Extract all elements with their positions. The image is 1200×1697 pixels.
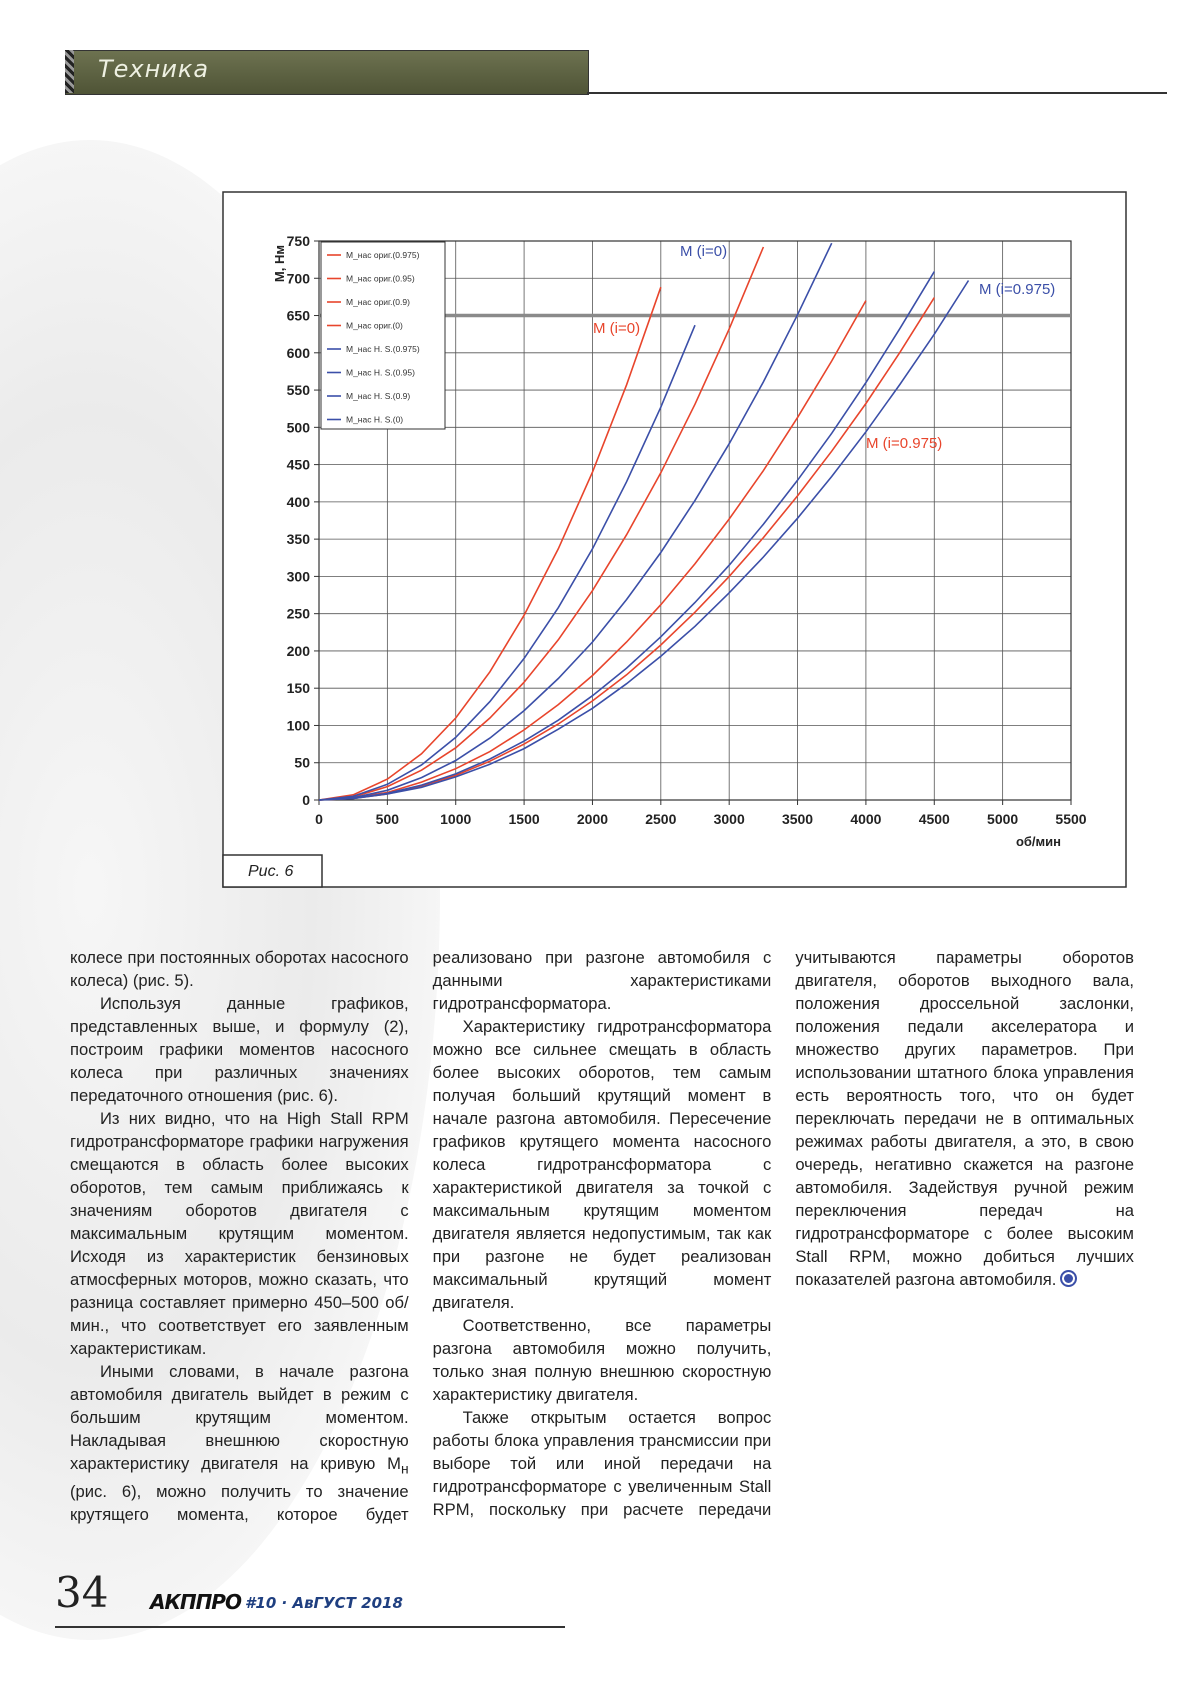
y-tick-label: 50 <box>294 755 310 771</box>
y-axis-label: М, Нм <box>272 245 287 282</box>
y-tick-label: 300 <box>287 568 311 584</box>
figure: Рис. 6 0 50 100 150 200 250 300 350 400 450 500 550… <box>222 191 1127 888</box>
paragraph-text: колесе при постоянных оборотах насосного… <box>70 948 409 990</box>
caption-box <box>222 854 323 888</box>
section-title: Техника <box>98 55 210 83</box>
x-tick-label: 3500 <box>782 811 813 827</box>
y-tick-label: 250 <box>287 606 311 622</box>
annotation: M (i=0) <box>680 243 727 260</box>
paragraph-text: Соответственно, все параметры разгона ав… <box>432 1316 772 1404</box>
x-tick-label: 5000 <box>987 811 1018 827</box>
legend-box <box>320 241 446 430</box>
x-tick-label: 4500 <box>919 811 950 827</box>
y-tick-label: 550 <box>287 382 311 398</box>
x-tick-label: 2000 <box>577 811 608 827</box>
series-line <box>318 271 935 801</box>
legend-label: М_нас H. S.(0.95) <box>346 368 415 378</box>
x-tick-label: 1000 <box>440 811 471 827</box>
legend-label: М_нас ориг.(0.95) <box>346 274 415 284</box>
series-line <box>318 280 970 801</box>
paragraph-text: Также открытым остается вопрос работы бл… <box>432 948 1134 1519</box>
legend-label: М_нас H. S.(0.975) <box>346 344 420 354</box>
legend-label: М_нас ориг.(0) <box>346 321 403 331</box>
plot-frame <box>318 240 1072 801</box>
y-tick-label: 650 <box>287 308 311 324</box>
paragraph: Из них видно, что на High Stall RPM гидр… <box>70 1107 409 1360</box>
x-tick-label: 500 <box>376 811 400 827</box>
y-tick-label: 700 <box>287 270 311 286</box>
x-tick-label: 5500 <box>1055 811 1086 827</box>
annotation: M (i=0.975) <box>979 281 1055 298</box>
x-tick-label: 0 <box>315 811 323 827</box>
y-tick-label: 400 <box>287 494 311 510</box>
paragraph: Соответственно, все параметры разгона ав… <box>433 1314 772 1406</box>
paragraph-text: Используя данные графиков, представленны… <box>70 994 409 1105</box>
y-tick-label: 150 <box>287 680 311 696</box>
figure-caption: Рис. 6 <box>248 863 293 880</box>
paragraph-text: Из них видно, что на High Stall RPM гидр… <box>70 1109 409 1358</box>
header-rule <box>587 92 1167 94</box>
subscript: н <box>401 1460 409 1477</box>
y-tick-label: 100 <box>287 717 311 733</box>
y-tick-label: 500 <box>287 419 311 435</box>
y-tick-label: 200 <box>287 643 311 659</box>
paragraph: Также открытым остается вопрос работы бл… <box>433 946 1134 1536</box>
paragraph: колесе при постоянных оборотах насосного… <box>70 946 409 992</box>
legend-label: М_нас ориг.(0.975) <box>346 250 420 260</box>
x-tick-label: 2500 <box>645 811 676 827</box>
footer-rule <box>55 1626 565 1628</box>
y-tick-label: 750 <box>287 233 311 249</box>
end-mark <box>1060 1270 1078 1287</box>
paragraph-text: Характеристику гидротрансформатора можно… <box>432 1017 772 1312</box>
y-tick-label: 450 <box>287 457 311 473</box>
annotation: M (i=0.975) <box>866 435 942 452</box>
section-stripe <box>65 50 74 93</box>
paragraph: Характеристику гидротрансформатора можно… <box>433 1015 772 1314</box>
brand: АКППРО <box>150 1590 242 1614</box>
x-axis-label: об/мин <box>1016 834 1061 849</box>
paragraph-text: (рис. 6), можно получить то значение кру… <box>70 948 772 1525</box>
paragraph: Используя данные графиков, представленны… <box>70 992 409 1107</box>
legend-label: М_нас H. S.(0.9) <box>346 391 410 401</box>
page-number: 34 <box>55 1568 109 1617</box>
x-tick-label: 4000 <box>850 811 881 827</box>
issue: #10 · АвГУСТ 2018 <box>245 1594 403 1612</box>
series-line <box>318 300 867 801</box>
legend-label: М_нас H. S.(0) <box>346 415 403 425</box>
x-tick-label: 3000 <box>714 811 745 827</box>
y-tick-label: 600 <box>287 345 311 361</box>
series-line <box>318 242 833 801</box>
section-bar <box>65 50 589 95</box>
y-tick-label: 350 <box>287 531 311 547</box>
series-line <box>318 324 696 801</box>
y-tick-label: 0 <box>302 792 310 808</box>
series-line <box>318 246 765 801</box>
legend-label: М_нас ориг.(0.9) <box>346 297 410 307</box>
series-line <box>318 286 662 801</box>
paragraph: Иными словами, в начале разгона автомоби… <box>70 946 771 1536</box>
paragraph-text: Иными словами, в начале разгона автомоби… <box>70 1362 409 1473</box>
article: колесе при постоянных оборотах насосного… <box>70 946 1134 1536</box>
annotation: M (i=0) <box>593 320 640 337</box>
x-tick-label: 1500 <box>509 811 540 827</box>
